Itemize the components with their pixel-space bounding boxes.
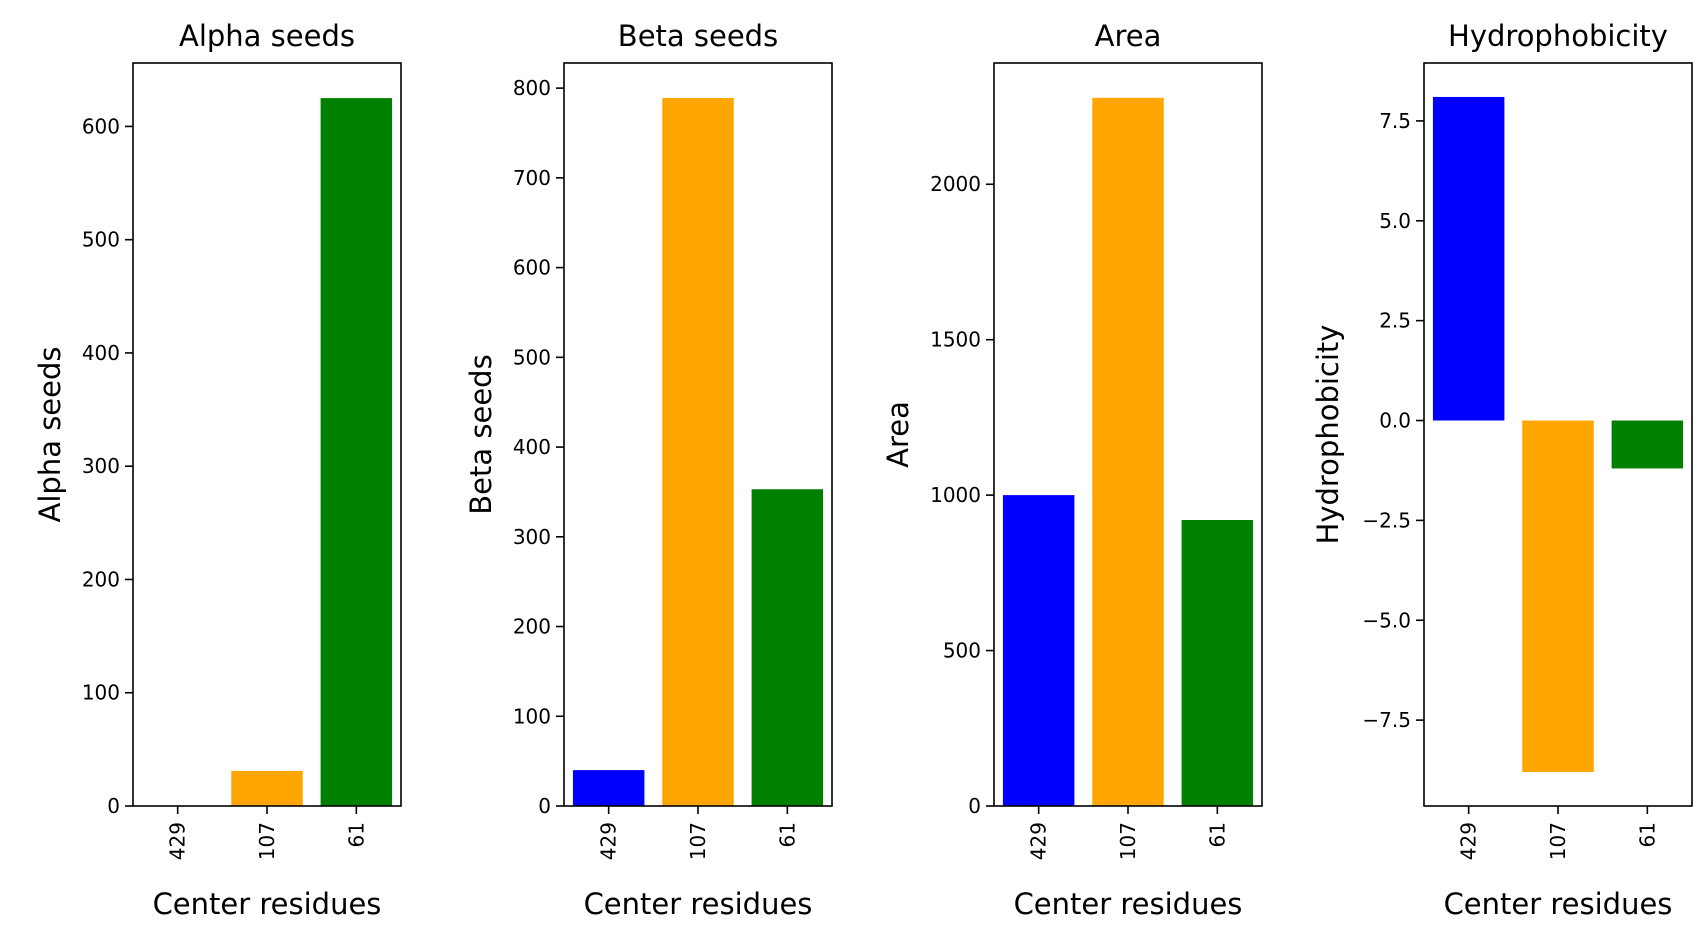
bar-107 [1522,420,1594,773]
bar-61 [1611,420,1684,469]
chart-panel-2: 0 500 1000 1500 2000 429 107 61 Area Center resid… [881,19,1263,921]
y-tick-label: −5.0 [1362,608,1411,632]
bar-107 [1092,97,1164,806]
x-tick-label: 107 [1546,822,1570,860]
chart-panel-0: 0 100 200 300 400 500 600 429 107 61 Alpha seeds Ce… [33,19,402,921]
chart-title: Hydrophobicity [1448,19,1668,53]
y-tick-label: 100 [513,704,551,728]
y-axis-label: Area [881,401,915,468]
x-tick-label: 429 [1457,822,1481,860]
y-tick-label: 500 [82,228,120,252]
y-axis-label: Hydrophobicity [1311,325,1345,545]
y-tick-label: 0 [538,794,551,818]
x-axis-label: Center residues [584,887,813,921]
bar-429 [1432,96,1505,421]
x-axis-label: Center residues [1444,887,1673,921]
y-tick-label: 7.5 [1379,109,1411,133]
x-tick-label: 61 [1635,822,1659,847]
bar-107 [231,770,303,806]
y-tick-label: 2000 [930,172,981,196]
y-tick-label: 800 [513,76,551,100]
x-tick-label: 429 [1027,822,1051,860]
x-tick-label: 107 [1116,822,1140,860]
y-tick-label: 0 [968,794,981,818]
x-tick-label: 107 [255,822,279,860]
chart-panel-1: 0 100 200 300 400 500 600 700 800 429 107 61 Beta se… [464,19,833,921]
y-tick-label: 1000 [930,483,981,507]
x-tick-label: 61 [775,822,799,847]
y-tick-label: 0 [107,794,120,818]
chart-title: Alpha seeds [179,19,355,53]
x-axis-label: Center residues [153,887,382,921]
x-tick-label: 429 [166,822,190,860]
bar-61 [1181,519,1254,806]
bar-61 [751,489,824,806]
y-tick-label: 600 [513,256,551,280]
x-tick-label: 61 [1205,822,1229,847]
bar-429 [572,770,645,806]
y-tick-label: 500 [943,639,981,663]
y-tick-label: 100 [82,681,120,705]
y-tick-label: −2.5 [1362,508,1411,532]
x-tick-label: 107 [686,822,710,860]
y-tick-label: 500 [513,345,551,369]
x-tick-label: 429 [597,822,621,860]
y-tick-label: 400 [513,435,551,459]
y-tick-label: 200 [513,615,551,639]
y-tick-label: 1500 [930,328,981,352]
y-tick-label: 700 [513,166,551,190]
y-axis-label: Alpha seeds [33,347,67,523]
x-axis-label: Center residues [1014,887,1243,921]
chart-title: Area [1095,19,1162,53]
y-tick-label: 2.5 [1379,309,1411,333]
bar-107 [662,98,734,806]
y-tick-label: 0.0 [1379,409,1411,433]
chart-panel-3: −7.5 −5.0 −2.5 0.0 2.5 5.0 7.5 429 107 61 Hydropho… [1311,19,1693,921]
y-tick-label: 5.0 [1379,209,1411,233]
y-tick-label: 300 [82,454,120,478]
x-tick-label: 61 [344,822,368,847]
bar-61 [320,98,393,807]
chart-title: Beta seeds [618,19,778,53]
y-tick-label: 400 [82,341,120,365]
y-tick-label: 600 [82,114,120,138]
y-tick-label: 300 [513,525,551,549]
bar-429 [1002,495,1075,806]
y-axis-label: Beta seeds [464,354,498,514]
y-tick-label: −7.5 [1362,708,1411,732]
y-tick-label: 200 [82,567,120,591]
